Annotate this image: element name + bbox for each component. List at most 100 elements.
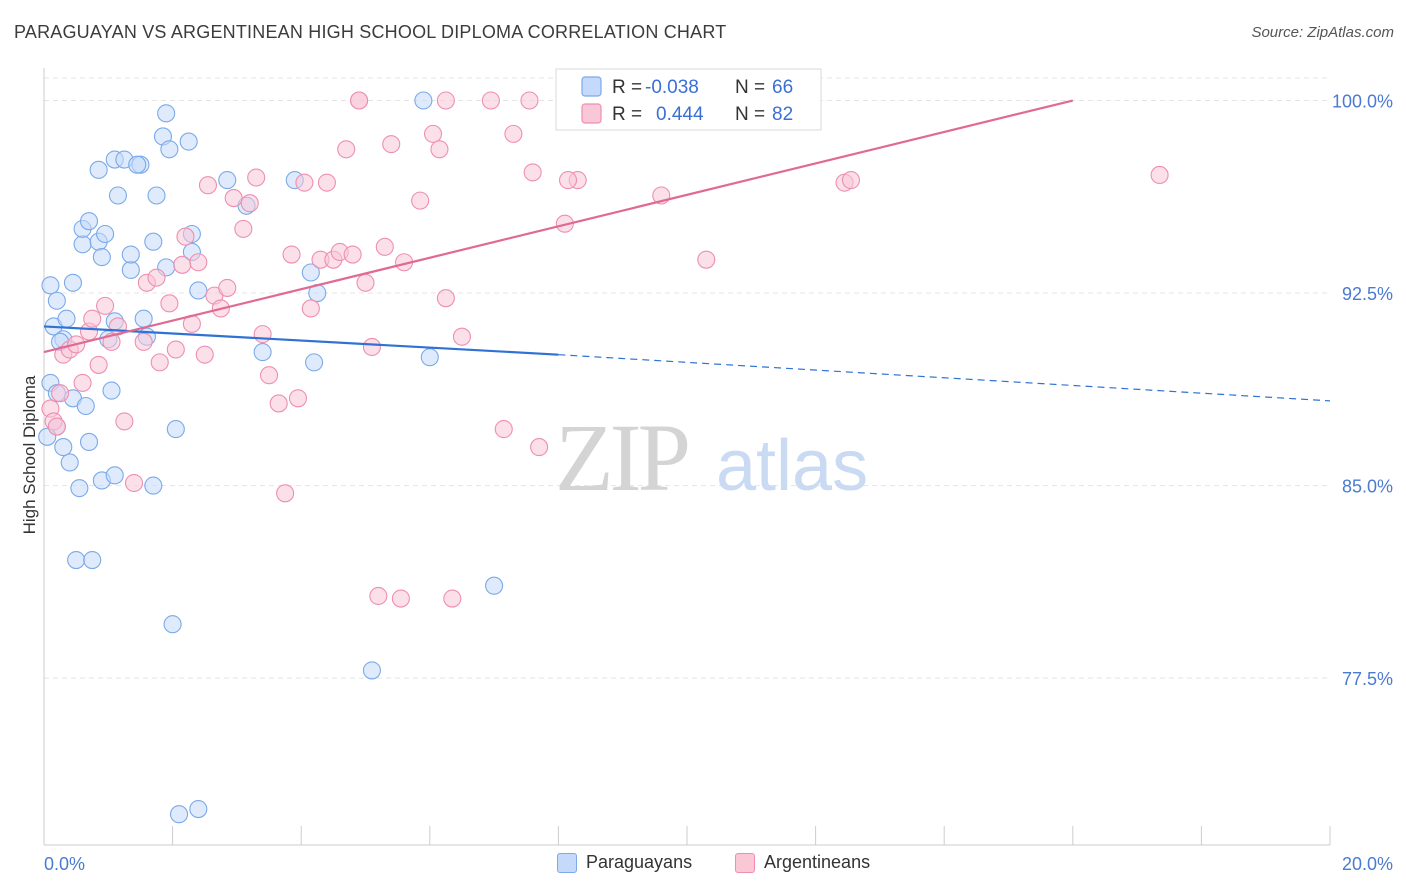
argentinean-point bbox=[253, 325, 272, 344]
y-tick-label: 100.0% bbox=[1332, 92, 1393, 112]
paraguayan-point bbox=[96, 224, 115, 244]
argentinean-point bbox=[83, 309, 102, 328]
argentinean-point bbox=[276, 484, 295, 503]
legend-r-label-2: R = bbox=[612, 104, 647, 125]
watermark: ZIP atlas bbox=[555, 404, 868, 511]
paraguayan-point bbox=[189, 281, 208, 300]
data-points bbox=[38, 91, 1169, 824]
paraguayan-point bbox=[420, 348, 439, 367]
paraguayan-point bbox=[41, 276, 60, 295]
legend-n-label-1: N = bbox=[735, 77, 770, 98]
paraguayan-point bbox=[108, 186, 127, 205]
argentinean-point bbox=[269, 394, 288, 413]
paraguayan-trend-line bbox=[43, 325, 559, 356]
tick-labels: 100.0% 92.5% 85.0% 77.5% 0.0% 20.0% bbox=[44, 92, 1393, 874]
paraguayan-point bbox=[128, 155, 147, 174]
paraguayan-point bbox=[105, 466, 124, 485]
y-tick-label: 92.5% bbox=[1342, 284, 1393, 304]
paraguayan-point bbox=[134, 309, 153, 328]
paraguayan-point bbox=[47, 291, 66, 310]
paraguayan-point bbox=[218, 171, 237, 190]
paraguayan-point bbox=[362, 661, 381, 680]
argentinean-point bbox=[89, 355, 108, 374]
paraguayan-point bbox=[157, 104, 176, 123]
argentinean-point bbox=[558, 171, 578, 190]
argentinean-point bbox=[350, 91, 369, 110]
legend-swatch-paraguayans bbox=[581, 76, 602, 97]
argentinean-point bbox=[234, 219, 253, 238]
argentinean-point bbox=[343, 245, 362, 264]
paraguayan-point bbox=[121, 260, 140, 279]
bottom-legend-label-argentineans: Argentineans bbox=[764, 852, 871, 872]
argentinean-point bbox=[218, 278, 237, 297]
argentinean-point bbox=[520, 91, 539, 110]
argentinean-point bbox=[382, 135, 401, 154]
source-label: Source: ZipAtlas.com bbox=[1251, 24, 1394, 41]
paraguayan-point bbox=[160, 140, 179, 159]
argentinean-point bbox=[317, 173, 336, 192]
argentinean-point bbox=[160, 294, 179, 313]
paraguayan-point bbox=[92, 248, 111, 267]
y-tick-label: 77.5% bbox=[1342, 669, 1393, 689]
argentinean-point bbox=[494, 420, 513, 439]
bottom-legend-swatch-paraguayans bbox=[557, 852, 577, 873]
legend-n-value-1: 66 bbox=[772, 77, 793, 98]
argentinean-point bbox=[375, 237, 394, 256]
legend-n-value-2: 82 bbox=[772, 104, 793, 125]
bottom-legend-swatch-argentineans bbox=[735, 852, 755, 873]
paraguayan-point bbox=[89, 160, 108, 179]
argentinean-point bbox=[189, 253, 208, 272]
legend-n-label-2: N = bbox=[735, 104, 770, 125]
argentinean-point bbox=[436, 289, 455, 308]
argentinean-point bbox=[198, 176, 218, 195]
argentinean-point bbox=[430, 140, 449, 159]
argentinean-point bbox=[282, 245, 301, 264]
legend-swatch-argentineans bbox=[581, 103, 602, 124]
paraguayan-point bbox=[67, 550, 86, 570]
argentinean-point bbox=[391, 589, 410, 608]
x-tick-label-min: 0.0% bbox=[44, 854, 85, 874]
paraguayan-point bbox=[70, 479, 89, 498]
argentinean-point bbox=[224, 189, 243, 208]
chart-title: PARAGUAYAN VS ARGENTINEAN HIGH SCHOOL DI… bbox=[14, 22, 727, 42]
argentinean-point bbox=[481, 91, 500, 110]
argentinean-point bbox=[195, 345, 214, 364]
bottom-legend-paraguayans: Paraguayans bbox=[557, 852, 692, 873]
argentinean-point bbox=[124, 473, 144, 493]
trend-lines bbox=[43, 99, 1331, 402]
watermark-atlas: atlas bbox=[716, 426, 868, 506]
paraguayan-point bbox=[144, 232, 163, 251]
paraguayan-point bbox=[54, 438, 73, 457]
paraguayan-point bbox=[79, 212, 99, 231]
paraguayan-point bbox=[147, 186, 166, 205]
argentinean-point bbox=[288, 389, 308, 408]
argentinean-point bbox=[530, 438, 549, 457]
bottom-legend-label-paraguayans: Paraguayans bbox=[586, 852, 693, 872]
paraguayan-point bbox=[60, 453, 79, 472]
argentinean-point bbox=[240, 194, 259, 213]
paraguayan-point bbox=[189, 800, 208, 819]
paraguayan-point bbox=[485, 576, 504, 595]
paraguayan-point bbox=[144, 476, 163, 495]
paraguayan-point bbox=[57, 309, 76, 328]
argentinean-point bbox=[134, 332, 153, 351]
paraguayan-point bbox=[63, 273, 82, 292]
grid-lines bbox=[44, 77, 1330, 679]
argentinean-point bbox=[166, 340, 185, 359]
argentinean-point bbox=[369, 586, 388, 606]
legend-r-value-2: 0.444 bbox=[656, 104, 704, 125]
argentinean-point bbox=[295, 173, 314, 192]
argentinean-point bbox=[73, 373, 92, 392]
argentinean-point bbox=[176, 227, 195, 246]
argentinean-point bbox=[411, 191, 430, 210]
argentinean-point bbox=[96, 296, 115, 315]
paraguayan-point bbox=[253, 343, 272, 362]
paraguayan-point bbox=[166, 420, 185, 439]
argentinean-trend-line bbox=[43, 99, 1074, 354]
argentinean-point bbox=[362, 337, 381, 357]
argentinean-point bbox=[356, 273, 375, 292]
argentinean-point bbox=[51, 384, 70, 403]
paraguayan-point bbox=[76, 396, 95, 416]
argentinean-point bbox=[504, 124, 523, 143]
